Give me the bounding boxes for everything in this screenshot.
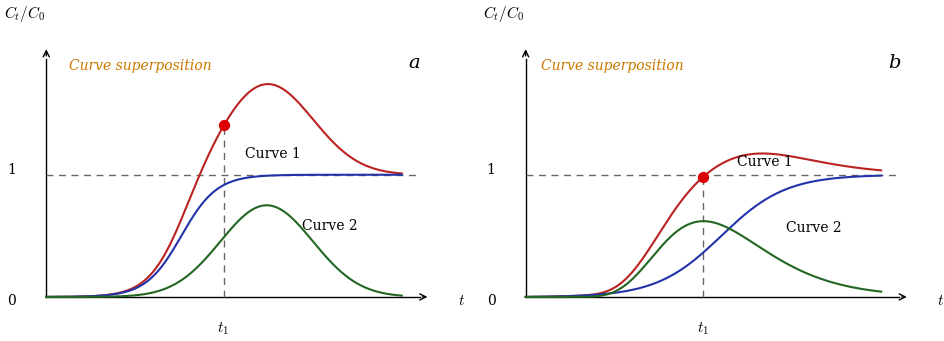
- Text: Curve 1: Curve 1: [244, 147, 300, 161]
- Text: $t$: $t$: [457, 294, 464, 308]
- Point: [216, 122, 231, 128]
- Text: $t_1$: $t_1$: [217, 320, 229, 337]
- Text: a: a: [408, 54, 420, 72]
- Text: $C_t/C_0$: $C_t/C_0$: [4, 4, 45, 24]
- Text: $t$: $t$: [936, 294, 943, 308]
- Text: 0: 0: [8, 294, 16, 308]
- Text: Curve 1: Curve 1: [736, 155, 792, 169]
- Text: Curve 2: Curve 2: [785, 221, 840, 235]
- Text: 0: 0: [486, 294, 495, 308]
- Text: b: b: [887, 54, 900, 72]
- Point: [695, 174, 710, 179]
- Text: Curve superposition: Curve superposition: [69, 59, 211, 73]
- Text: 1: 1: [486, 163, 495, 177]
- Text: $t_1$: $t_1$: [696, 320, 708, 337]
- Text: Curve superposition: Curve superposition: [540, 59, 683, 73]
- Text: 1: 1: [8, 163, 16, 177]
- Text: $C_t/C_0$: $C_t/C_0$: [482, 4, 524, 24]
- Text: Curve 2: Curve 2: [302, 219, 358, 233]
